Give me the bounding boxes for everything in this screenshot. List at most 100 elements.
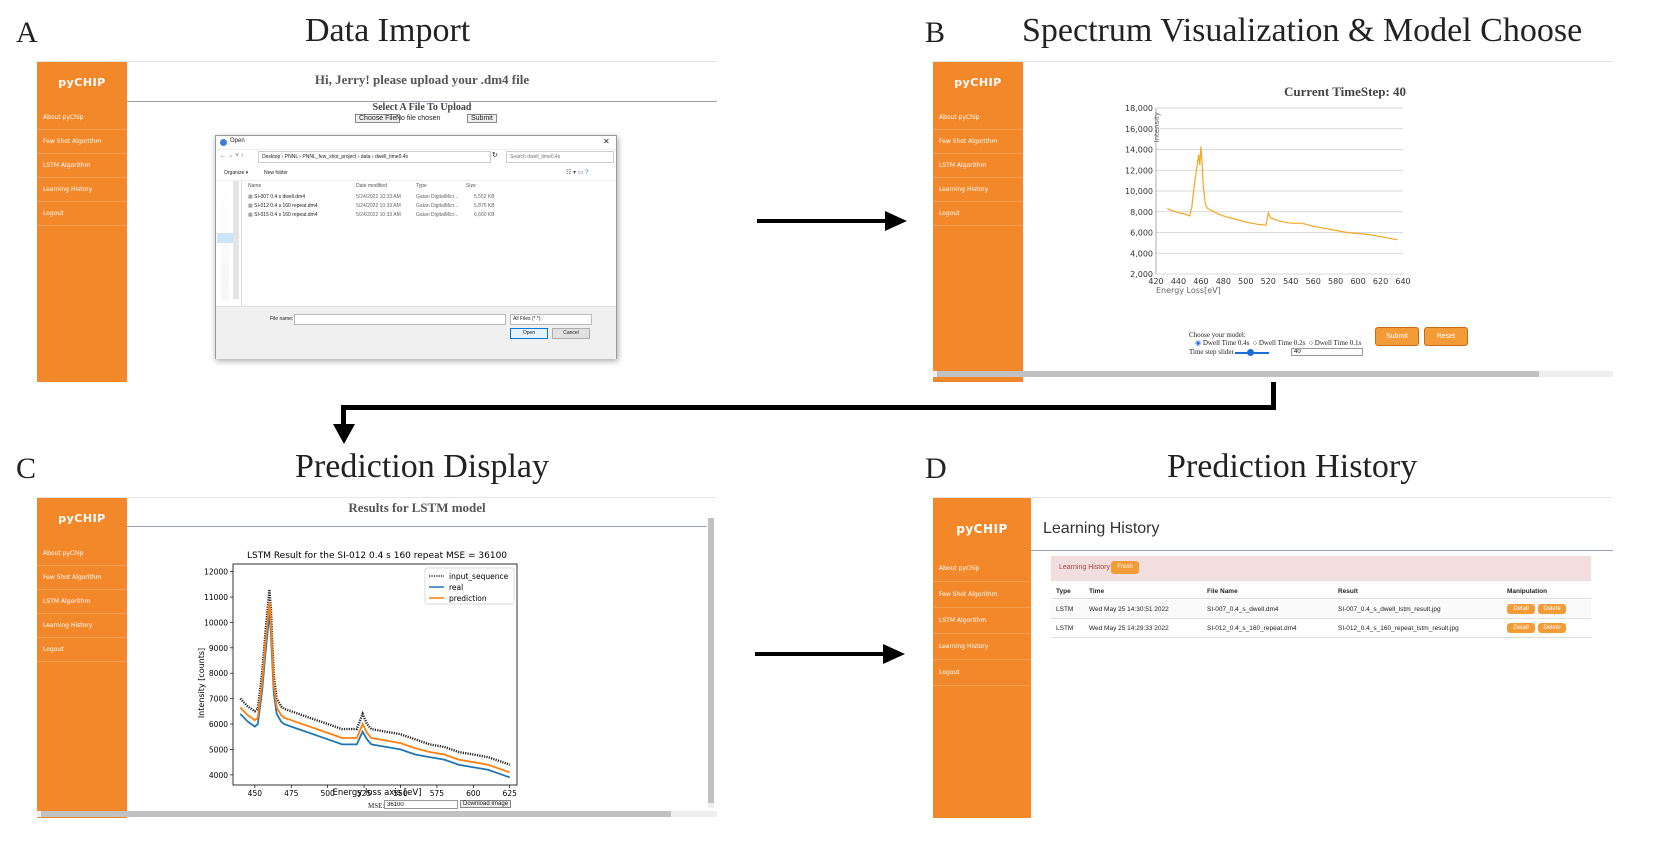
- folder-pane-scrollbar[interactable]: [233, 181, 239, 299]
- x-tick-label: 550: [393, 789, 408, 798]
- nav-learning-history[interactable]: Learning History: [37, 614, 127, 638]
- nav-learning-history[interactable]: Learning History: [933, 178, 1023, 202]
- close-icon[interactable]: ✕: [603, 137, 610, 146]
- file-date: 5/24/2022 10:33 AM: [356, 212, 401, 218]
- detail-button[interactable]: Detail: [1507, 623, 1535, 633]
- col-file-name: File Name: [1207, 588, 1238, 595]
- scrollbar-thumb[interactable]: [937, 371, 1539, 377]
- file-type: Gatan DigitalMicr...: [416, 203, 459, 209]
- x-tick-label: 450: [248, 789, 263, 798]
- x-tick-label: 580: [1328, 277, 1343, 286]
- nav-about[interactable]: About pyChip: [933, 106, 1023, 130]
- slider-label: Time step slider: [1189, 348, 1234, 356]
- y-tick-label: 12,000: [1125, 166, 1153, 175]
- nav-lstm[interactable]: LSTM Algorithm: [37, 590, 127, 614]
- file-type-filter[interactable]: All Files (*.*): [510, 314, 592, 325]
- refresh-icon[interactable]: ↻: [492, 152, 498, 159]
- nav-few-shot[interactable]: Few Shot Algorithm: [933, 130, 1023, 154]
- nav-few-shot[interactable]: Few Shot Algorithm: [933, 582, 1031, 608]
- dialog-search-input[interactable]: [506, 151, 614, 163]
- x-tick-label: 500: [1238, 277, 1253, 286]
- breadcrumb-data[interactable]: data: [360, 154, 371, 160]
- mse-input[interactable]: [384, 800, 458, 809]
- nav-about[interactable]: About pyChip: [37, 106, 127, 130]
- col-date[interactable]: Date modified: [356, 183, 387, 189]
- radio-dwell-0-4[interactable]: ◉: [1195, 339, 1202, 347]
- y-axis-label: Intensity [counts]: [197, 648, 206, 718]
- slider-value-input[interactable]: [1291, 348, 1363, 356]
- horizontal-scrollbar[interactable]: [37, 811, 717, 817]
- breadcrumb-dwell[interactable]: dwell_time0.4s: [374, 154, 409, 160]
- x-tick-label: 440: [1171, 277, 1186, 286]
- slider-thumb[interactable]: [1247, 349, 1254, 356]
- file-type: Gatan DigitalMicr...: [416, 212, 459, 218]
- breadcrumb-project[interactable]: PNNL_few_shot_project: [302, 154, 357, 160]
- col-name[interactable]: Name: [248, 183, 262, 189]
- nav-learning-history[interactable]: Learning History: [37, 178, 127, 202]
- x-tick-label: 560: [1306, 277, 1321, 286]
- radio-dwell-0-1[interactable]: ○: [1308, 339, 1314, 347]
- history-bar: Learning History Fresh: [1051, 556, 1591, 581]
- nav-lstm[interactable]: LSTM Algorithm: [933, 154, 1023, 178]
- nav-few-shot[interactable]: Few Shot Algorithm: [37, 566, 127, 590]
- vertical-scrollbar[interactable]: [708, 518, 714, 808]
- nav-about[interactable]: About pyChip: [933, 556, 1031, 582]
- nav-arrows-icon[interactable]: ← → ˅ ↑: [220, 153, 244, 159]
- folder-tree-pane[interactable]: [216, 181, 242, 306]
- lstm-result-chart: LSTM Result for the SI-012 0.4 s 160 rep…: [197, 551, 518, 798]
- open-button[interactable]: Open: [510, 328, 548, 339]
- file-size: 5,875 KB: [474, 203, 495, 209]
- nav-about[interactable]: About pyChip: [37, 542, 127, 566]
- breadcrumb-desktop[interactable]: Desktop: [262, 154, 281, 160]
- dialog-title: Open: [230, 138, 245, 144]
- table-row: LSTM Wed May 25 14:30:51 2022 SI-007_0.4…: [1051, 600, 1591, 619]
- brand-logo[interactable]: pyCHIP: [58, 76, 106, 89]
- reset-button[interactable]: Reset: [1424, 327, 1468, 346]
- file-row[interactable]: ▦ SI-015 0.4 s 160 repeat.dm4 5/24/2022 …: [248, 212, 498, 221]
- address-bar[interactable]: Desktop › PNNL › PNNL_few_shot_project ›…: [258, 151, 491, 163]
- brand-logo[interactable]: pyCHIP: [954, 76, 1002, 89]
- nav-logout[interactable]: Logout: [37, 202, 127, 226]
- breadcrumb-pnnl[interactable]: PNNL: [284, 154, 298, 160]
- file-name: SI-007 0.4 s dwell.dm4: [254, 194, 305, 200]
- x-tick-label: 600: [466, 789, 481, 798]
- mse-label: MSE:: [368, 802, 385, 810]
- choose-file-button[interactable]: Choose File: [355, 114, 401, 123]
- nav-lstm[interactable]: LSTM Algorithm: [933, 608, 1031, 634]
- nav-lstm[interactable]: LSTM Algorithm: [37, 154, 127, 178]
- file-name-input[interactable]: [294, 314, 506, 325]
- nav-logout[interactable]: Logout: [933, 660, 1031, 686]
- file-size: 6,660 KB: [474, 212, 495, 218]
- upload-submit-button[interactable]: Submit: [467, 114, 497, 123]
- nav-learning-history[interactable]: Learning History: [933, 634, 1031, 660]
- nav-logout[interactable]: Logout: [37, 638, 127, 662]
- view-options-icon[interactable]: ☷ ▾ ▭ ?: [566, 170, 589, 176]
- fresh-button[interactable]: Fresh: [1111, 561, 1139, 574]
- delete-button[interactable]: Delete: [1538, 623, 1566, 633]
- col-size[interactable]: Size: [466, 183, 476, 189]
- greeting-heading: Hi, Jerry! please upload your .dm4 file: [314, 72, 530, 87]
- y-tick-label: 8,000: [1130, 208, 1153, 217]
- radio-dwell-0-2[interactable]: ○: [1252, 339, 1258, 347]
- nav-few-shot[interactable]: Few Shot Algorithm: [37, 130, 127, 154]
- detail-button[interactable]: Detail: [1507, 604, 1535, 614]
- chart-title: LSTM Result for the SI-012 0.4 s 160 rep…: [247, 551, 507, 561]
- brand-logo[interactable]: pyCHIP: [956, 522, 1008, 536]
- nav-logout[interactable]: Logout: [933, 202, 1023, 226]
- submit-button[interactable]: Submit: [1375, 327, 1419, 346]
- cell-type: LSTM: [1056, 625, 1074, 632]
- col-type[interactable]: Type: [416, 183, 427, 189]
- new-folder-button[interactable]: New folder: [264, 170, 288, 176]
- brand-logo[interactable]: pyCHIP: [58, 512, 106, 525]
- col-time: Time: [1089, 588, 1105, 595]
- col-manipulation: Manipulation: [1507, 588, 1548, 595]
- choose-model-label: Choose your model:: [1189, 331, 1246, 339]
- cancel-button[interactable]: Cancel: [552, 328, 590, 339]
- file-row[interactable]: ▦ SI-012 0.4 s 160 repeat.dm4 5/24/2022 …: [248, 203, 498, 212]
- organize-menu[interactable]: Organize ▾: [224, 170, 249, 176]
- horizontal-scrollbar[interactable]: [933, 371, 1613, 377]
- file-size: 5,552 KB: [474, 194, 495, 200]
- file-row[interactable]: ▦ SI-007 0.4 s dwell.dm4 5/24/2022 10:33…: [248, 194, 498, 203]
- delete-button[interactable]: Delete: [1538, 604, 1566, 614]
- download-image-button[interactable]: Download Image: [460, 800, 512, 808]
